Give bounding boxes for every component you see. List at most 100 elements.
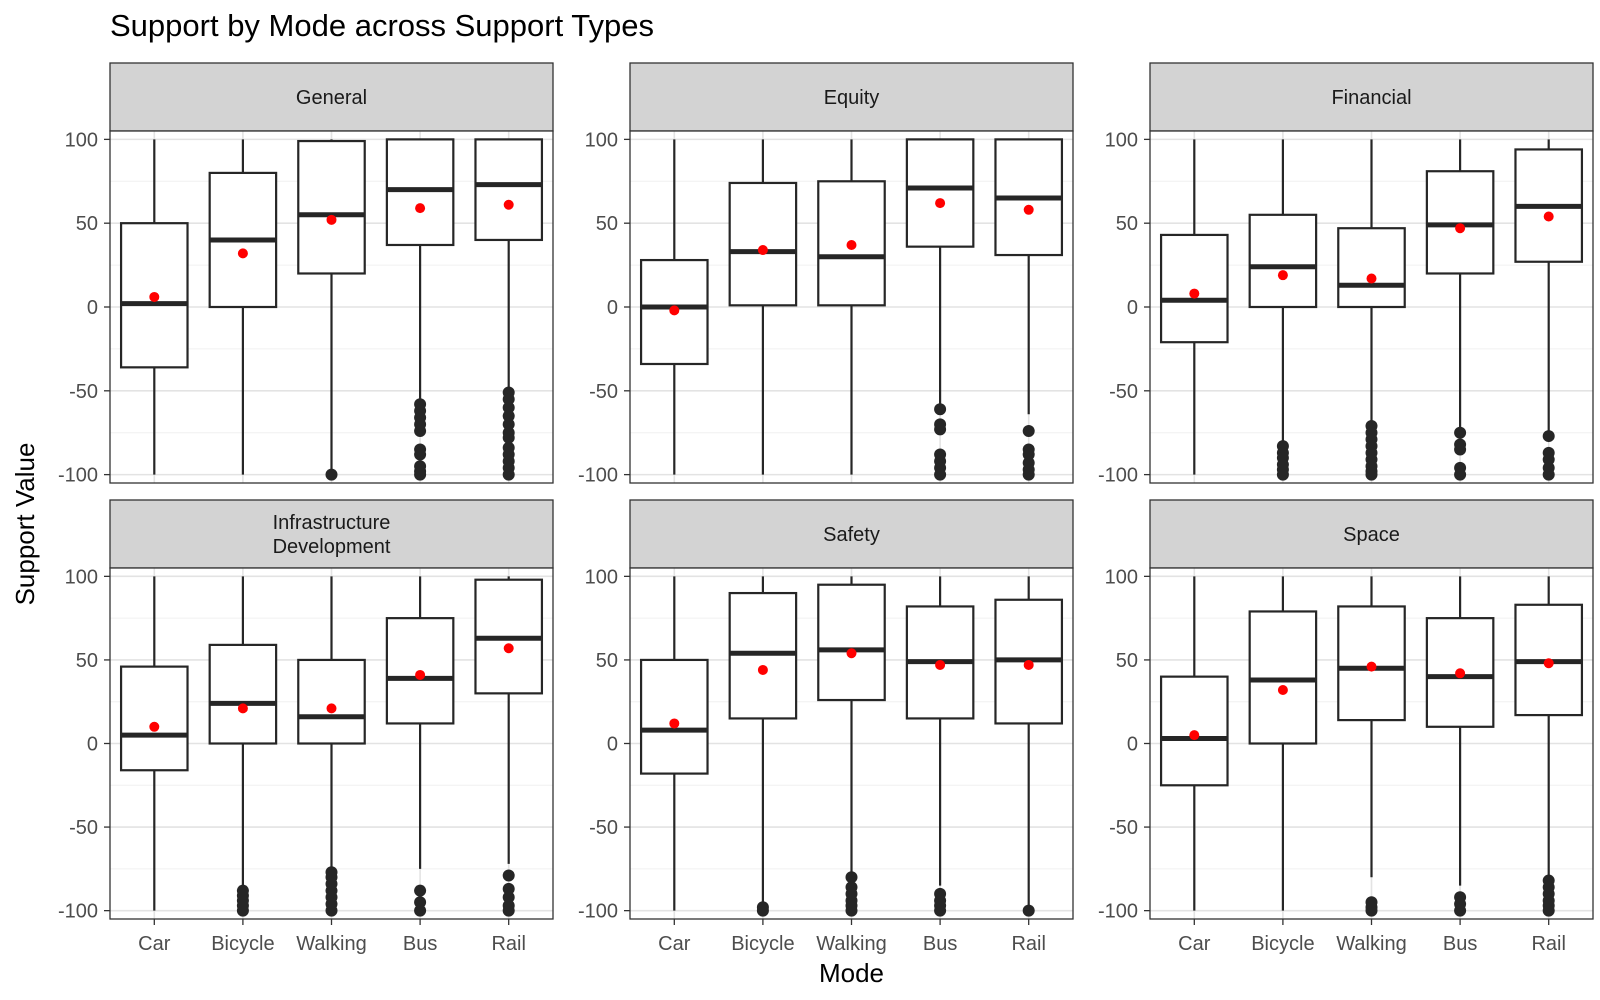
y-tick-label: 50 [76, 213, 98, 235]
outlier-point [414, 468, 427, 481]
outlier-point [236, 904, 249, 917]
mean-point [1366, 273, 1377, 284]
y-tick-label: 100 [585, 129, 618, 151]
outlier-point [1365, 468, 1378, 481]
outlier-point [414, 884, 427, 897]
outlier-point [1276, 468, 1289, 481]
facet-strip [1149, 62, 1594, 132]
mean-point [846, 239, 857, 250]
x-tick-label: Rail [1011, 933, 1045, 955]
box [1425, 170, 1495, 275]
outlier-point [414, 425, 427, 438]
outlier-point [325, 468, 338, 481]
facet-panel: Safety -100 -50 0 50 100 Car Bicycle Walking Bus R… [578, 499, 1074, 955]
outlier-point [1542, 904, 1555, 917]
outlier-point [1022, 425, 1035, 438]
outlier-point [1022, 904, 1035, 917]
facet-strip-label: General [296, 87, 367, 109]
mean-point [1277, 270, 1288, 281]
box [728, 181, 798, 307]
mean-point [326, 214, 337, 225]
facet-strip [1149, 499, 1594, 569]
y-tick-label: 50 [596, 213, 618, 235]
mean-point [935, 659, 946, 670]
mean-point [326, 703, 337, 714]
facet-strip-label: Infrastructure [273, 512, 391, 534]
box [817, 583, 886, 702]
box [639, 658, 709, 775]
y-tick-label: 100 [65, 129, 98, 151]
outlier-point [1542, 453, 1555, 466]
box [297, 139, 366, 275]
box [119, 222, 189, 369]
x-tick-label: Bicycle [731, 933, 794, 955]
facet-panel: General -100 -50 0 50 100 [58, 62, 554, 487]
x-tick-label: Car [138, 933, 171, 955]
box [728, 591, 798, 720]
box [208, 643, 278, 745]
mean-point [149, 721, 160, 732]
y-tick-label: -50 [1109, 381, 1138, 403]
facet-strip-label: Financial [1331, 87, 1411, 109]
chart-title: Support by Mode across Support Types [110, 8, 654, 43]
mean-point [757, 245, 768, 256]
outlier-point [325, 904, 338, 917]
box [119, 665, 189, 772]
y-tick-label: 0 [607, 297, 618, 319]
x-tick-label: Bicycle [211, 933, 274, 955]
outlier-point [414, 448, 427, 461]
x-tick-label: Rail [491, 933, 525, 955]
facet-panel: Financial -100 -50 0 50 100 [1098, 62, 1594, 487]
mean-point [669, 305, 680, 316]
facet-strip-label: Safety [823, 524, 880, 546]
outlier-point [1454, 904, 1467, 917]
box [905, 138, 975, 248]
outlier-point [1454, 468, 1467, 481]
mean-point [503, 199, 514, 210]
outlier-point [934, 403, 947, 416]
x-tick-label: Car [1178, 933, 1211, 955]
y-tick-label: 0 [1127, 297, 1138, 319]
outlier-point [1454, 443, 1467, 456]
mean-point [935, 198, 946, 209]
y-tick-label: 0 [1127, 734, 1138, 756]
facet-strip [109, 499, 554, 569]
x-tick-label: Bus [403, 933, 437, 955]
outlier-point [502, 869, 515, 882]
facet-strip-label: Equity [824, 87, 880, 109]
outlier-point [756, 904, 769, 917]
outlier-point [502, 891, 515, 904]
outlier-point [845, 904, 858, 917]
mean-point [237, 248, 248, 259]
mean-point [1277, 685, 1288, 696]
mean-point [1543, 211, 1554, 222]
box [1248, 610, 1318, 745]
x-tick-label: Bus [1443, 933, 1477, 955]
y-tick-label: -100 [58, 465, 98, 487]
outlier-point [414, 896, 427, 909]
y-tick-label: 100 [585, 566, 618, 588]
facet-strip-label: Space [1343, 524, 1400, 546]
mean-point [669, 718, 680, 729]
mean-point [1366, 661, 1377, 672]
facet-strip [109, 62, 554, 132]
y-tick-label: -100 [1098, 901, 1138, 923]
mean-point [503, 643, 514, 654]
y-tick-label: 0 [607, 734, 618, 756]
outlier-point [1022, 468, 1035, 481]
y-tick-label: -50 [69, 817, 98, 839]
y-tick-label: 50 [1116, 650, 1138, 672]
x-tick-label: Bus [923, 933, 957, 955]
y-tick-label: 100 [1105, 129, 1138, 151]
mean-point [1455, 223, 1466, 234]
outlier-point [934, 468, 947, 481]
x-tick-label: Walking [1336, 933, 1406, 955]
y-tick-label: 100 [1105, 566, 1138, 588]
y-tick-label: -100 [58, 901, 98, 923]
outlier-point [414, 904, 427, 917]
outlier-point [502, 393, 515, 406]
mean-point [1455, 668, 1466, 679]
y-tick-label: 50 [1116, 213, 1138, 235]
